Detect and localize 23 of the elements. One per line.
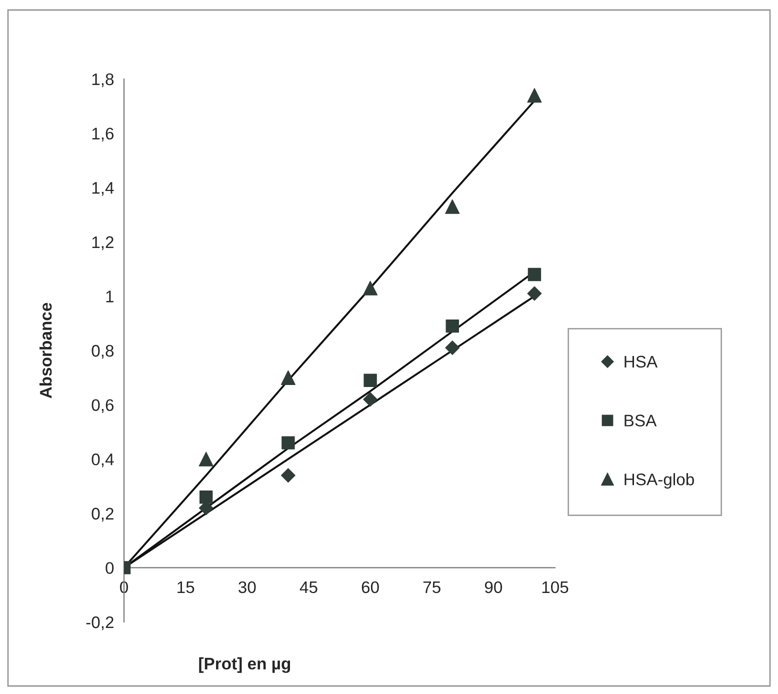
y-tick-label: 1,8 <box>92 73 114 88</box>
y-tick-label: 1,6 <box>92 128 114 142</box>
x-tick-label: 75 <box>423 582 440 594</box>
legend-label: HSA <box>624 356 658 368</box>
y-axis-title: Absorbance <box>40 302 52 398</box>
y-tick-label: -0,2 <box>86 616 114 630</box>
x-tick-label: 30 <box>238 581 256 594</box>
y-tick-label: 0,6 <box>92 399 114 413</box>
x-tick-label: 90 <box>484 581 502 594</box>
x-tick-label: 105 <box>542 581 568 594</box>
y-tick-label: 1,2 <box>92 236 114 250</box>
y-tick-label: 0,4 <box>92 454 114 468</box>
x-tick-label: 60 <box>362 581 379 594</box>
x-axis-title: [Prot] en µg <box>199 657 290 673</box>
y-tick-label: 0,2 <box>92 508 114 522</box>
legend-label: HSA-glob <box>624 473 694 489</box>
x-tick-label: 45 <box>300 582 318 594</box>
y-tick-label: 0,8 <box>92 344 114 359</box>
legend-label: BSA <box>624 414 657 426</box>
x-tick-label: 15 <box>178 582 194 594</box>
y-tick-label: 1 <box>106 290 114 302</box>
y-tick-label: 0 <box>106 562 114 574</box>
y-tick-label: 1,4 <box>92 182 114 196</box>
